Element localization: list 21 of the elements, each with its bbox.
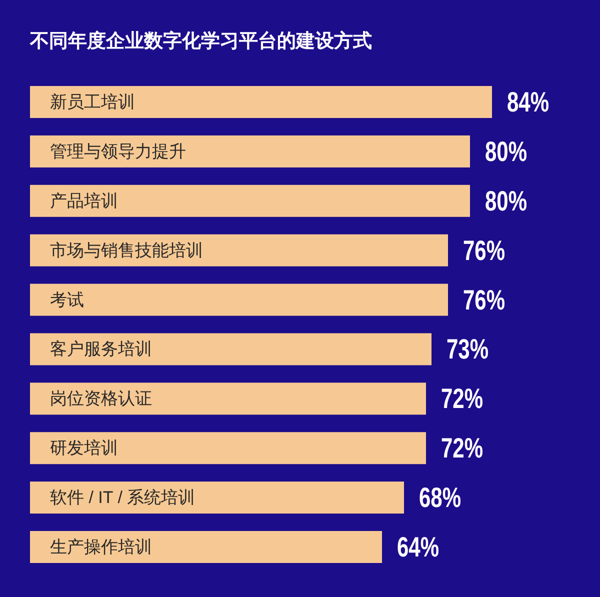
data-label: 76% bbox=[463, 286, 506, 316]
data-label: 80% bbox=[485, 137, 528, 168]
data-label: 64% bbox=[397, 532, 440, 564]
category-label: 市场与销售技能培训 bbox=[50, 240, 203, 260]
category-label: 考试 bbox=[50, 290, 84, 310]
category-label: 生产操作培训 bbox=[50, 538, 152, 556]
category-label: 研发培训 bbox=[50, 438, 118, 458]
category-label: 产品培训 bbox=[50, 191, 118, 210]
category-label: 软件 / IT / 系统培训 bbox=[50, 488, 196, 508]
category-label: 客户服务培训 bbox=[50, 340, 152, 359]
category-label: 新员工培训 bbox=[50, 92, 135, 112]
data-label: 84% bbox=[507, 88, 550, 118]
category-label: 岗位资格认证 bbox=[50, 389, 152, 408]
data-label: 73% bbox=[446, 334, 489, 366]
title: 不同年度企业数字化学习平台的建设方式 bbox=[30, 31, 372, 52]
data-label: 72% bbox=[441, 384, 484, 415]
data-label: 80% bbox=[485, 186, 528, 218]
data-label: 76% bbox=[463, 236, 506, 267]
data-label: 72% bbox=[441, 434, 484, 464]
data-label: 68% bbox=[419, 483, 462, 514]
category-label: 管理与领导力提升 bbox=[50, 142, 186, 161]
